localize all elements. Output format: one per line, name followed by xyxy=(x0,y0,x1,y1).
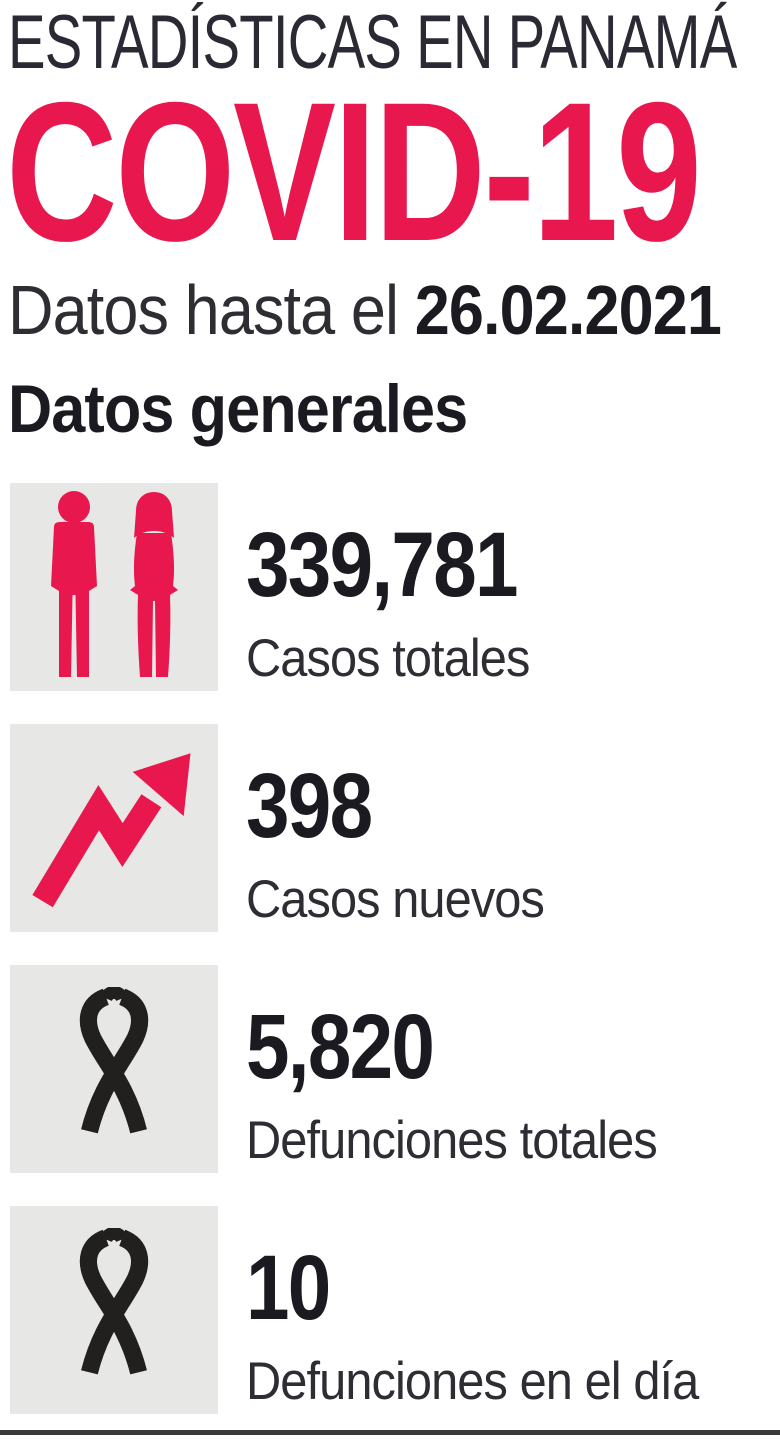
page-title-text: COVID-19 xyxy=(6,60,702,282)
kicker-title-text: ESTADÍSTICAS EN PANAMÁ xyxy=(8,0,737,85)
stat-label: Casos totales xyxy=(246,629,530,689)
stat-label: Defunciones en el día xyxy=(246,1352,699,1412)
icon-tile xyxy=(10,965,218,1174)
stat-value: 339,781 xyxy=(246,514,518,617)
section-title: Datos generales xyxy=(8,375,780,443)
date-value: 26.02.2021 xyxy=(414,270,722,349)
stat-row-total-cases: 339,781 Casos totales xyxy=(10,483,780,692)
icon-tile xyxy=(10,483,218,692)
stat-row-deaths-today: 10 Defunciones en el día xyxy=(10,1206,780,1415)
stat-text: 10 Defunciones en el día xyxy=(246,1206,738,1414)
stat-row-total-deaths: 5,820 Defunciones totales xyxy=(10,965,780,1174)
kicker-title: ESTADÍSTICAS EN PANAMÁ xyxy=(8,4,780,82)
stat-label: Defunciones totales xyxy=(246,1111,658,1171)
stats-list: 339,781 Casos totales 398 xyxy=(10,483,780,1415)
mourning-ribbon-icon xyxy=(73,987,155,1151)
trend-up-icon xyxy=(29,743,199,913)
page-title: COVID-19 xyxy=(6,60,780,282)
dateline: Datos hasta el 26.02.2021 xyxy=(8,270,780,349)
icon-tile xyxy=(10,1206,218,1415)
stat-label: Casos nuevos xyxy=(246,870,545,930)
stat-value: 10 xyxy=(246,1237,331,1340)
section-title-text: Datos generales xyxy=(8,371,468,448)
stat-text: 5,820 Defunciones totales xyxy=(246,965,693,1173)
stat-text: 339,781 Casos totales xyxy=(246,483,565,691)
stat-value: 5,820 xyxy=(246,996,435,1099)
people-icon xyxy=(42,491,186,683)
mourning-ribbon-icon xyxy=(73,1228,155,1392)
stat-value: 398 xyxy=(246,755,373,858)
bottom-divider xyxy=(0,1430,780,1435)
date-prefix: Datos hasta el xyxy=(8,270,415,349)
icon-tile xyxy=(10,724,218,933)
stat-text: 398 Casos nuevos xyxy=(246,724,570,932)
stat-row-new-cases: 398 Casos nuevos xyxy=(10,724,780,933)
